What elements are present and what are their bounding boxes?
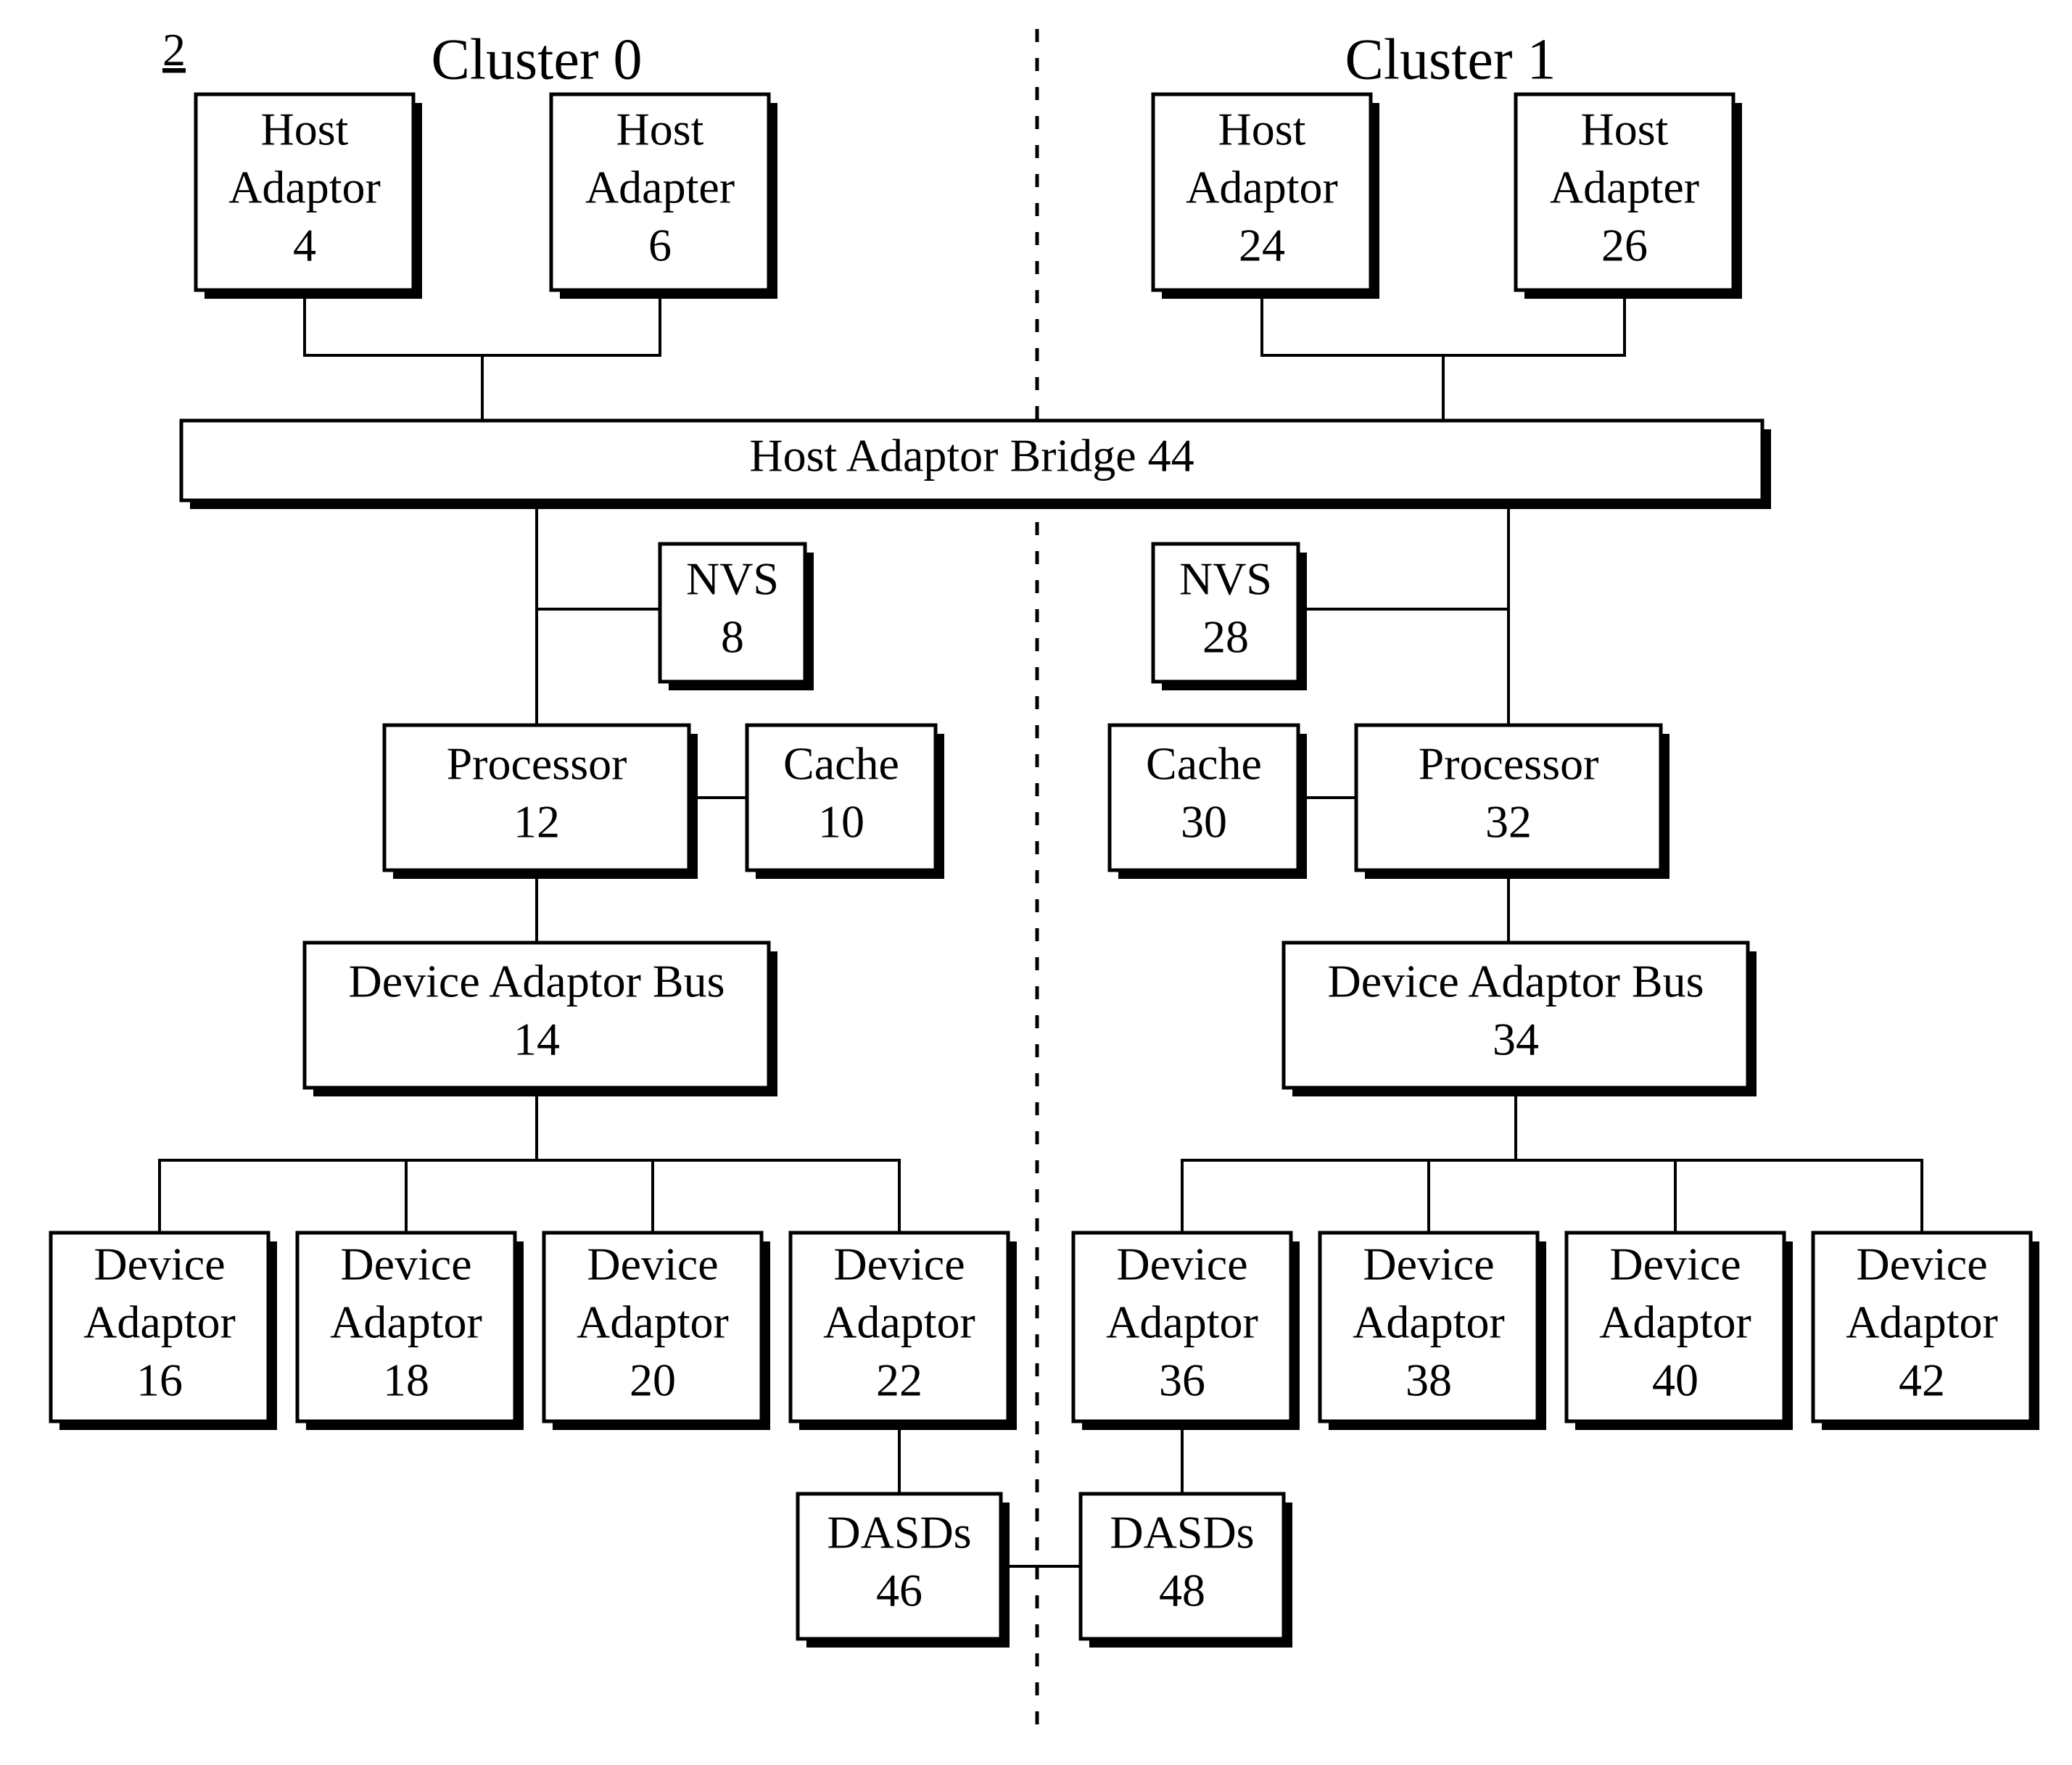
device-adaptor-38-line-2: 38 bbox=[1406, 1355, 1452, 1406]
device-adaptor-20-line-1: Adaptor bbox=[577, 1297, 729, 1348]
device-adaptor-36-line-1: Adaptor bbox=[1106, 1297, 1258, 1348]
device-adaptor-bus-34: Device Adaptor Bus 34 bbox=[1284, 943, 1757, 1096]
cache-30-line-1: 30 bbox=[1181, 796, 1227, 848]
device-adaptor-18-line-1: Adaptor bbox=[330, 1297, 482, 1348]
device-adaptor-42: Device Adaptor 42 bbox=[1813, 1233, 2039, 1430]
device-adaptor-22-line-2: 22 bbox=[876, 1355, 923, 1406]
device-adaptor-42-line-2: 42 bbox=[1899, 1355, 1945, 1406]
host-adapter-6: Host Adapter 6 bbox=[551, 94, 777, 299]
processor-12-line-1: 12 bbox=[513, 796, 560, 848]
device-adaptor-40-line-0: Device bbox=[1609, 1239, 1741, 1290]
device-adaptor-18-line-0: Device bbox=[340, 1239, 471, 1290]
dasds-46: DASDs 46 bbox=[798, 1494, 1010, 1648]
dasds-48: DASDs 48 bbox=[1081, 1494, 1292, 1648]
host-adapter-26-line-1: Adapter bbox=[1550, 162, 1699, 213]
host-adaptor-4: Host Adaptor 4 bbox=[196, 94, 422, 299]
dasds-46-line-0: DASDs bbox=[827, 1507, 971, 1558]
device-adaptor-22-line-0: Device bbox=[833, 1239, 965, 1290]
device-adaptor-16-line-1: Adaptor bbox=[83, 1297, 236, 1348]
cache-30: Cache 30 bbox=[1110, 725, 1307, 879]
device-adaptor-20-line-2: 20 bbox=[630, 1355, 676, 1406]
device-adaptor-36-line-2: 36 bbox=[1159, 1355, 1205, 1406]
cache-10-line-1: 10 bbox=[818, 796, 864, 848]
processor-32-line-1: 32 bbox=[1485, 796, 1532, 848]
host-adapter-26-line-2: 26 bbox=[1601, 220, 1648, 271]
device-adaptor-36: Device Adaptor 36 bbox=[1073, 1233, 1300, 1430]
device-adaptor-bus-14-line-0: Device Adaptor Bus bbox=[349, 956, 725, 1007]
device-adaptor-18: Device Adaptor 18 bbox=[297, 1233, 524, 1430]
device-adaptor-bus-14: Device Adaptor Bus 14 bbox=[305, 943, 777, 1096]
device-adaptor-bus-14-line-1: 14 bbox=[513, 1014, 560, 1065]
nvs-8-line-0: NVS bbox=[686, 553, 779, 605]
processor-12-line-0: Processor bbox=[447, 738, 627, 790]
dasds-48-line-1: 48 bbox=[1159, 1565, 1205, 1616]
host-adaptor-24-line-0: Host bbox=[1218, 104, 1306, 155]
host-adapter-26: Host Adapter 26 bbox=[1516, 94, 1742, 299]
host-adaptor-4-line-0: Host bbox=[261, 104, 349, 155]
cluster0-title: Cluster 0 bbox=[431, 28, 642, 91]
cache-10: Cache 10 bbox=[747, 725, 944, 879]
device-adaptor-40: Device Adaptor 40 bbox=[1567, 1233, 1793, 1430]
processor-32-line-0: Processor bbox=[1419, 738, 1599, 790]
device-adaptor-20-line-0: Device bbox=[587, 1239, 718, 1290]
device-adaptor-20: Device Adaptor 20 bbox=[544, 1233, 770, 1430]
device-adaptor-42-line-1: Adaptor bbox=[1846, 1297, 1998, 1348]
processor-12: Processor 12 bbox=[384, 725, 698, 879]
device-adaptor-22: Device Adaptor 22 bbox=[791, 1233, 1017, 1430]
device-adaptor-36-line-0: Device bbox=[1116, 1239, 1247, 1290]
processor-32: Processor 32 bbox=[1356, 725, 1669, 879]
device-adaptor-38: Device Adaptor 38 bbox=[1320, 1233, 1546, 1430]
device-adaptor-40-line-1: Adaptor bbox=[1599, 1297, 1751, 1348]
cluster1-title: Cluster 1 bbox=[1345, 28, 1556, 91]
host-adapter-6-line-2: 6 bbox=[648, 220, 672, 271]
dasds-48-line-0: DASDs bbox=[1110, 1507, 1254, 1558]
device-adaptor-18-line-2: 18 bbox=[383, 1355, 429, 1406]
dasds-46-line-1: 46 bbox=[876, 1565, 923, 1616]
device-adaptor-22-line-1: Adaptor bbox=[823, 1297, 975, 1348]
device-adaptor-40-line-2: 40 bbox=[1652, 1355, 1699, 1406]
host-adaptor-24: Host Adaptor 24 bbox=[1153, 94, 1379, 299]
host-adaptor-24-line-1: Adaptor bbox=[1186, 162, 1338, 213]
host-adapter-6-line-1: Adapter bbox=[585, 162, 735, 213]
nvs-28-line-1: 28 bbox=[1202, 611, 1249, 663]
cache-30-line-0: Cache bbox=[1146, 738, 1262, 790]
host-adaptor-4-line-1: Adaptor bbox=[228, 162, 381, 213]
device-adaptor-bus-34-line-1: 34 bbox=[1493, 1014, 1539, 1065]
nvs-8: NVS 8 bbox=[660, 544, 814, 690]
device-adaptor-bus-34-line-0: Device Adaptor Bus bbox=[1328, 956, 1704, 1007]
device-adaptor-16-line-0: Device bbox=[94, 1239, 225, 1290]
host-adapter-26-line-0: Host bbox=[1581, 104, 1669, 155]
device-adaptor-16-line-2: 16 bbox=[136, 1355, 183, 1406]
host-adaptor-bridge-44-line-0: Host Adaptor Bridge 44 bbox=[749, 430, 1194, 481]
host-adaptor-bridge-44: Host Adaptor Bridge 44 bbox=[181, 421, 1771, 509]
nvs-8-line-1: 8 bbox=[721, 611, 744, 663]
host-adaptor-24-line-2: 24 bbox=[1239, 220, 1285, 271]
cache-10-line-0: Cache bbox=[783, 738, 899, 790]
device-adaptor-38-line-1: Adaptor bbox=[1353, 1297, 1505, 1348]
device-adaptor-42-line-0: Device bbox=[1856, 1239, 1987, 1290]
device-adaptor-38-line-0: Device bbox=[1363, 1239, 1494, 1290]
nvs-28-line-0: NVS bbox=[1179, 553, 1272, 605]
host-adaptor-4-line-2: 4 bbox=[293, 220, 316, 271]
device-adaptor-16: Device Adaptor 16 bbox=[51, 1233, 277, 1430]
figure-reference: 2 bbox=[162, 24, 186, 75]
nvs-28: NVS 28 bbox=[1153, 544, 1307, 690]
host-adapter-6-line-0: Host bbox=[616, 104, 704, 155]
